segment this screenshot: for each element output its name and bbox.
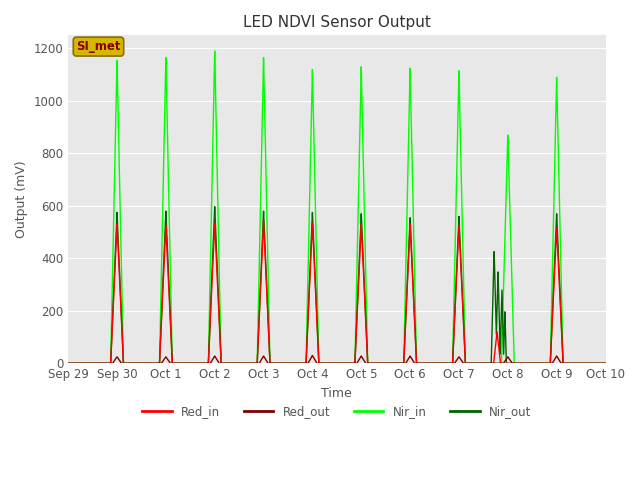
X-axis label: Time: Time	[321, 387, 352, 400]
Y-axis label: Output (mV): Output (mV)	[15, 160, 28, 238]
Legend: Red_in, Red_out, Nir_in, Nir_out: Red_in, Red_out, Nir_in, Nir_out	[137, 401, 536, 423]
Text: SI_met: SI_met	[76, 40, 121, 53]
Title: LED NDVI Sensor Output: LED NDVI Sensor Output	[243, 15, 431, 30]
